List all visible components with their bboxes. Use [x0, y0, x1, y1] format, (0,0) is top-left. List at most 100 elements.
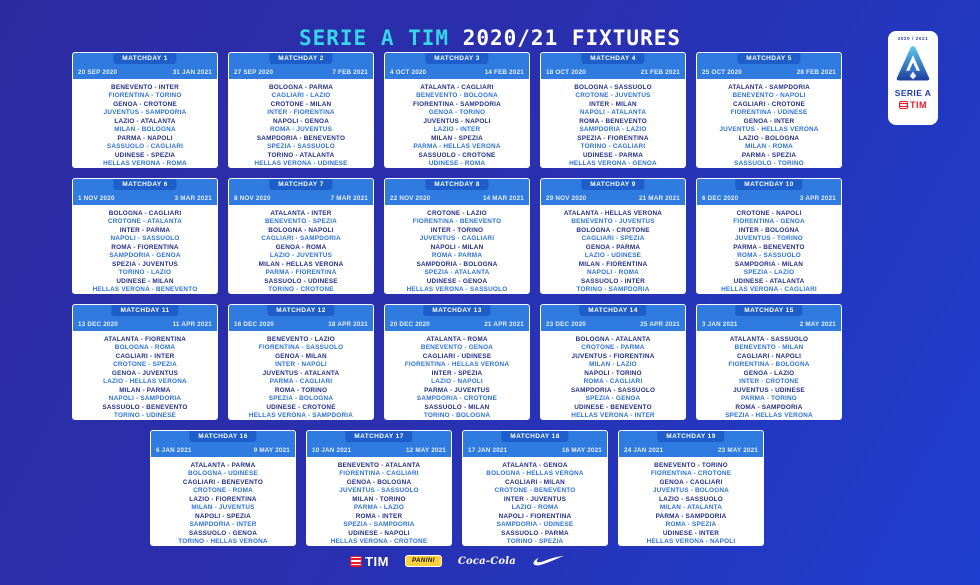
first-leg-date: 4 OCT 2020: [390, 69, 427, 76]
fixtures-list: BOLOGNA - CAGLIARI CROTONE - ATALANTA INTE…: [73, 205, 217, 293]
fixture: JUVENTUS - SASSUOLO: [339, 487, 419, 495]
fixture: JUVENTUS - HELLAS VERONA: [719, 126, 819, 134]
fixture: ATALANTA - SASSUOLO: [729, 336, 809, 343]
matchday-header: MATCHDAY 17 10 JAN 2021 12 MAY 2021: [307, 431, 451, 457]
fixture: CAGLIARI - UDINESE: [422, 352, 492, 360]
second-leg-date: 21 MAR 2021: [638, 195, 680, 202]
fixture: ATALANTA - INTER: [270, 210, 332, 217]
fixtures-list: ATALANTA - ROMA BENEVENTO - GENOA CAGLIARI…: [385, 331, 529, 420]
fixture: CROTONE - NAPOLI: [736, 210, 802, 217]
fixture: PARMA - CAGLIARI: [269, 378, 333, 386]
fixture: JUVENTUS - TORINO: [735, 235, 803, 243]
second-leg-date: 14 FEB 2021: [484, 69, 524, 76]
matchday-card-18: MATCHDAY 18 17 JAN 2021 16 MAY 2021 ATALANT…: [462, 430, 608, 546]
fixture: HELLAS VERONA - SASSUOLO: [406, 286, 508, 294]
fixture: FIORENTINA - CAGLIARI: [339, 470, 419, 478]
fixture: PARMA - NAPOLI: [117, 134, 173, 142]
fixture: TORINO - UDINESE: [113, 412, 177, 420]
fixture: ATALANTA - FIORENTINA: [103, 336, 187, 343]
fixture: SASSUOLO - MILAN: [424, 403, 490, 411]
fixture: MILAN - JUVENTUS: [191, 504, 255, 512]
fixture: ROMA - SPEZIA: [665, 521, 717, 529]
tim-icon: [350, 555, 363, 567]
fixtures-list: ATALANTA - INTER BENEVENTO - SPEZIA BOLOGN…: [229, 205, 373, 293]
card-row: MATCHDAY 1 20 SEP 2020 31 JAN 2021 BENEVENT…: [72, 52, 842, 168]
fixture: ATALANTA - GENOA: [502, 462, 568, 469]
fixture: INTER - TORINO: [430, 226, 484, 234]
fixture: SPEZIA - LAZIO: [743, 269, 795, 277]
fixture: CROTONE - ROMA: [193, 487, 253, 495]
fixture: BENEVENTO - LAZIO: [267, 336, 335, 343]
matchday-card-14: MATCHDAY 14 23 DEC 2020 25 APR 2021 BOLOGNA…: [540, 304, 686, 420]
second-leg-date: 7 MAR 2021: [330, 195, 368, 202]
fixtures-list: BENEVENTO - LAZIO FIORENTINA - SASSUOLO GE…: [229, 331, 373, 419]
fixture: SASSUOLO - GENOA: [188, 529, 258, 537]
first-leg-date: 13 DEC 2020: [78, 321, 119, 328]
fixture: INTER - FIORENTINA: [267, 109, 335, 117]
matchday-card-2: MATCHDAY 2 27 SEP 2020 7 FEB 2021 BOLOGNA -…: [228, 52, 374, 168]
fixture: TORINO - BOLOGNA: [423, 412, 491, 420]
fixture: MILAN - SPEZIA: [431, 134, 483, 142]
fixture: SAMPDORIA - BOLOGNA: [416, 260, 498, 268]
matchday-label: MATCHDAY 19: [657, 431, 725, 442]
fixture: BENEVENTO - MILAN: [734, 344, 804, 352]
fixture: GENOA - ROMA: [275, 243, 327, 251]
matchday-card-10: MATCHDAY 10 6 DEC 2020 3 APR 2021 CROTONE -…: [696, 178, 842, 294]
first-leg-date: 23 DEC 2020: [546, 321, 587, 328]
fixture: LAZIO - FIORENTINA: [189, 495, 257, 503]
fixture: JUVENTUS - NAPOLI: [423, 117, 491, 125]
fixture: BOLOGNA - ATALANTA: [575, 336, 651, 343]
matchday-label: MATCHDAY 4: [581, 53, 645, 64]
fixture: ROMA - SASSUOLO: [737, 252, 801, 260]
matchday-header: MATCHDAY 11 13 DEC 2020 11 APR 2021: [73, 305, 217, 331]
matchday-label: MATCHDAY 17: [345, 431, 413, 442]
fixtures-list: ATALANTA - CAGLIARI BENEVENTO - BOLOGNA FI…: [385, 79, 529, 168]
fixture: UDINESE - ATALANTA: [733, 277, 805, 285]
fixture: LAZIO - UDINESE: [584, 252, 642, 260]
fixture: MILAN - TORINO: [352, 495, 406, 503]
fixture: CROTONE - MILAN: [270, 100, 332, 108]
matchday-header: MATCHDAY 10 6 DEC 2020 3 APR 2021: [697, 179, 841, 205]
second-leg-date: 3 MAR 2021: [174, 195, 212, 202]
fixture: JUVENTUS - BOLOGNA: [652, 487, 730, 495]
fixture: SPEZIA - SAMPDORIA: [343, 521, 415, 529]
first-leg-date: 6 DEC 2020: [702, 195, 739, 202]
second-leg-date: 21 FEB 2021: [640, 69, 680, 76]
fixture: TORINO - LAZIO: [118, 269, 172, 277]
fixture: ATALANTA - ROMA: [426, 336, 488, 343]
fixture: UDINESE - MILAN: [116, 277, 174, 285]
fixture: GENOA - LAZIO: [743, 369, 795, 377]
fixture: NAPOLI - SAMPDORIA: [108, 395, 182, 403]
first-leg-date: 16 DEC 2020: [234, 321, 275, 328]
fixture: HELLAS VERONA - ROMA: [103, 160, 187, 168]
fixture: ROMA - JUVENTUS: [269, 126, 333, 134]
matchday-header: MATCHDAY 15 3 JAN 2021 2 MAY 2021: [697, 305, 841, 331]
fixture: GENOA - CROTONE: [113, 100, 177, 108]
fixture: SAMPDORIA - BENEVENTO: [256, 134, 346, 142]
first-leg-date: 29 NOV 2020: [546, 195, 587, 202]
tim-footer-logo: TIM: [350, 554, 389, 569]
fixture: CAGLIARI - LAZIO: [271, 92, 331, 100]
fixture: FIORENTINA - HELLAS VERONA: [404, 361, 510, 369]
fixture: NAPOLI - MILAN: [430, 243, 484, 251]
fixture: ROMA - PARMA: [431, 252, 483, 260]
fixture: NAPOLI - TORINO: [584, 369, 642, 377]
fixture: LAZIO - NAPOLI: [431, 378, 483, 386]
fixture: UDINESE - PARMA: [582, 151, 644, 159]
fixture: PARMA - SPEZIA: [741, 151, 797, 159]
fixture: HELLAS VERONA - INTER: [571, 412, 655, 420]
fixtures-list: ATALANTA - HELLAS VERONA BENEVENTO - JUVE…: [541, 205, 685, 293]
matchday-card-6: MATCHDAY 6 1 NOV 2020 3 MAR 2021 BOLOGNA - …: [72, 178, 218, 294]
matchday-label: MATCHDAY 10: [735, 179, 803, 190]
fixture: UDINESE - ROMA: [428, 160, 486, 168]
matchday-label: MATCHDAY 11: [111, 305, 179, 316]
fixture: BOLOGNA - SASSUOLO: [574, 84, 652, 91]
fixture: MILAN - HELLAS VERONA: [258, 260, 344, 268]
matchday-label: MATCHDAY 15: [735, 305, 803, 316]
badge-tim-word: TIM: [910, 100, 927, 110]
second-leg-date: 18 APR 2021: [328, 321, 368, 328]
fixture: ROMA - CAGLIARI: [583, 378, 643, 386]
fixture: SASSUOLO - PARMA: [501, 529, 569, 537]
fixture: CROTONE - JUVENTUS: [575, 92, 651, 100]
matchday-label: MATCHDAY 18: [501, 431, 569, 442]
